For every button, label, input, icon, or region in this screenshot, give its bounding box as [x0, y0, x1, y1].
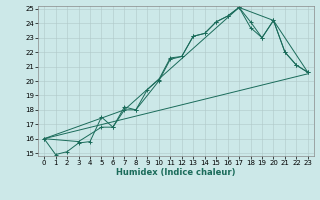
X-axis label: Humidex (Indice chaleur): Humidex (Indice chaleur): [116, 168, 236, 177]
